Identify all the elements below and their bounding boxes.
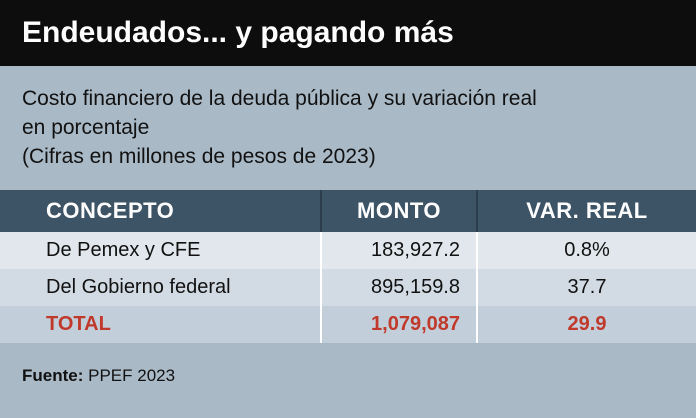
cell-monto: 895,159.8 bbox=[320, 269, 476, 306]
cell-monto: 1,079,087 bbox=[320, 306, 476, 343]
table-row: Del Gobierno federal 895,159.8 37.7 bbox=[0, 269, 696, 306]
subtitle-line-2: en porcentaje bbox=[22, 116, 150, 139]
table-header-row: CONCEPTO MONTO VAR. REAL bbox=[0, 190, 696, 232]
cell-var-real: 37.7 bbox=[476, 269, 696, 306]
cell-concepto: TOTAL bbox=[46, 313, 111, 335]
cell-concepto: Del Gobierno federal bbox=[46, 276, 231, 298]
source-label: Fuente: bbox=[22, 366, 84, 385]
cell-var-real: 29.9 bbox=[476, 306, 696, 343]
subtitle-line-3: (Cifras en millones de pesos de 2023) bbox=[22, 145, 376, 168]
table-row-total: TOTAL 1,079,087 29.9 bbox=[0, 306, 696, 343]
column-header-monto: MONTO bbox=[320, 190, 476, 232]
column-header-var-real: VAR. REAL bbox=[476, 190, 696, 232]
table-row: De Pemex y CFE 183,927.2 0.8% bbox=[0, 232, 696, 269]
cell-concepto: De Pemex y CFE bbox=[46, 239, 201, 261]
source-value: PPEF 2023 bbox=[88, 366, 176, 385]
subtitle-line-1: Costo financiero de la deuda pública y s… bbox=[22, 87, 537, 110]
chart-subtitle: Costo financiero de la deuda pública y s… bbox=[22, 84, 682, 171]
chart-title: Endeudados... y pagando más bbox=[0, 0, 696, 66]
column-header-concepto: CONCEPTO bbox=[46, 198, 175, 223]
cell-monto: 183,927.2 bbox=[320, 232, 476, 269]
source-note: Fuente: PPEF 2023 bbox=[22, 366, 175, 386]
data-table: CONCEPTO MONTO VAR. REAL De Pemex y CFE … bbox=[0, 190, 696, 343]
cell-var-real: 0.8% bbox=[476, 232, 696, 269]
